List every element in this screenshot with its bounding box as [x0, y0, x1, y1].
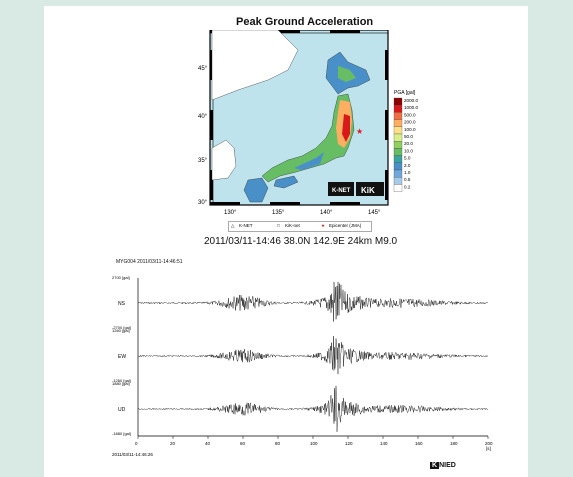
x-tick-label: 160 [415, 441, 423, 446]
colorbar-label: 2.0 [404, 163, 411, 168]
colorbar-swatch [393, 126, 403, 135]
lat-label-35: 35° [198, 158, 208, 164]
pga-map: ★ 45° 40° 35° 30° 130° 135° 140° 145° K-… [198, 30, 418, 216]
colorbar-label: 20.0 [404, 141, 413, 146]
colorbar-swatch [393, 162, 403, 171]
kiknet-legend-icon: □ [277, 223, 280, 228]
x-tick-label: 0 [135, 441, 138, 446]
nied-logo: K NIED [430, 462, 456, 469]
x-unit-label: [s] [486, 446, 491, 451]
colorbar-swatch [393, 184, 403, 192]
kiknet-legend-label: KiK-net [285, 223, 300, 228]
waveform-labels: 0 20 40 60 80 100 120 140 160 180 200[s] 2011/03/11… [112, 275, 493, 457]
channel-name: EW [118, 354, 126, 360]
colorbar-swatch [393, 112, 403, 120]
lat-label-40: 40° [198, 114, 208, 120]
epicenter-legend-label: Epicenter (JMA) [329, 223, 362, 228]
waveform-panel: 0 20 40 60 80 100 120 140 160 180 200[s] 2011/03/11… [112, 275, 493, 457]
knet-logo [328, 182, 354, 196]
kyushu-shape [243, 177, 269, 203]
pga-colorbar: 2000.0 1000.0 500.0 200.0 100.0 50.0 20.0 10.0 5… [393, 97, 418, 192]
kik-logo [356, 182, 384, 196]
knet-legend-label: K-NET [239, 223, 253, 228]
waveform-axis [137, 278, 489, 439]
colorbar-label: 5.0 [404, 156, 411, 161]
lon-label-140: 140° [320, 210, 333, 216]
shikoku-shape [273, 175, 299, 189]
colorbar-swatch [393, 133, 403, 142]
epicenter-marker-icon: ★ [356, 127, 363, 136]
lat-label-45: 45° [198, 66, 208, 72]
x-tick-label: 180 [450, 441, 458, 446]
colorbar-label: 500.0 [404, 112, 416, 117]
colorbar-label: 1.0 [404, 170, 411, 175]
x-tick-label: 200 [485, 441, 493, 446]
x-tick-label: 80 [275, 441, 281, 446]
waveform-header: MYG004 2011/03/11-14:46:51 [116, 259, 183, 265]
colorbar-swatch [393, 155, 403, 163]
colorbar-swatch [393, 148, 403, 156]
colorbar-swatch [393, 169, 403, 178]
waveform-trace-ew [137, 336, 489, 375]
lat-label-30: 30° [198, 200, 208, 206]
x-tick-label: 60 [240, 441, 246, 446]
colorbar-label: 200.0 [404, 120, 416, 125]
channel-name: NS [118, 301, 126, 307]
lon-label-130: 130° [224, 210, 237, 216]
colorbar-label: 10.0 [404, 148, 413, 153]
x-tick-label: 120 [345, 441, 353, 446]
colorbar-label: 50.0 [404, 134, 413, 139]
channel-bottom-label: -1880 [gal] [112, 431, 131, 436]
colorbar-label: 2000.0 [404, 98, 418, 103]
colorbar-label: 100.0 [404, 127, 416, 132]
colorbar-swatch [393, 97, 403, 106]
waveform-trace-ns [137, 281, 489, 322]
epicenter-legend-icon: ★ [321, 223, 326, 228]
event-info: 2011/03/11-14:46 38.0N 142.9E 24km M9.0 [204, 236, 398, 247]
honshu-shape [261, 93, 355, 183]
colorbar-swatch [393, 119, 403, 127]
start-time-label: 2011/03/11-14:46:26 [112, 452, 153, 457]
waveform-traces [137, 281, 489, 432]
map-title: Peak Ground Acceleration [236, 16, 374, 28]
map-legend: △ K-NET □ KiK-net ★ Epicenter (JMA) [228, 221, 372, 232]
channel-top-label: 1880 [gal] [112, 381, 130, 386]
waveform-trace-ud [137, 385, 489, 432]
x-tick-label: 40 [205, 441, 211, 446]
x-tick-label: 20 [170, 441, 176, 446]
knet-logo-text: K-NET [332, 188, 351, 194]
channel-name: UD [118, 407, 126, 413]
colorbar-swatch [393, 141, 403, 149]
channel-top-label: 1260 [gal] [112, 328, 130, 333]
channel-bottom-label: -2700 [gal] [112, 325, 131, 330]
channel-bottom-label: -1260 [gal] [112, 378, 131, 383]
channel-top-label: 2700 [gal] [112, 275, 130, 280]
colorbar-label: 0.5 [404, 177, 411, 182]
kik-logo-text: KiK [361, 186, 375, 195]
colorbar-label: 1000.0 [404, 105, 418, 110]
x-tick-label: 140 [380, 441, 388, 446]
lon-label-145: 145° [368, 210, 381, 216]
colorbar-swatch [393, 177, 403, 185]
colorbar-title: PGA [gal] [394, 90, 416, 96]
colorbar-swatch [393, 105, 403, 113]
x-tick-label: 100 [310, 441, 318, 446]
lon-label-135: 135° [272, 210, 285, 216]
colorbar-label: 0.2 [404, 184, 411, 189]
knet-legend-icon: △ [231, 223, 235, 228]
